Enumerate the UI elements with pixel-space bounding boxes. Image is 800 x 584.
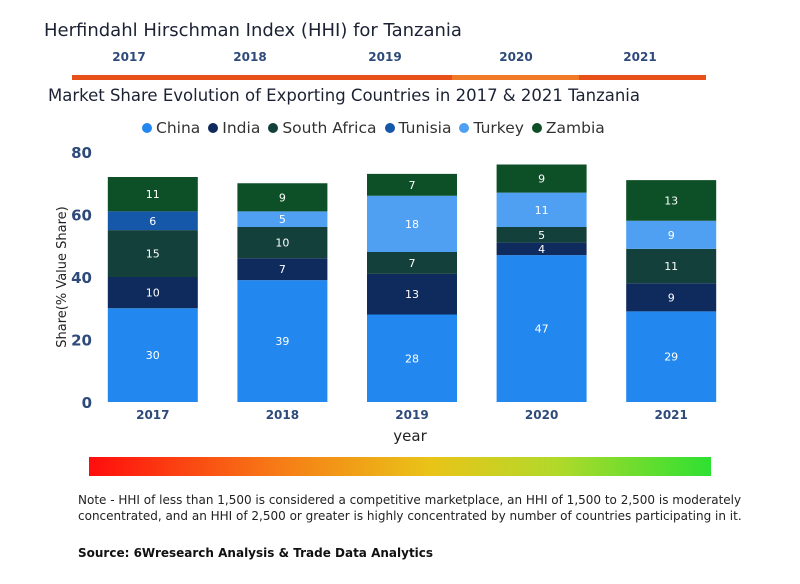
bar-segment xyxy=(367,252,457,274)
footer-note: Note - HHI of less than 1,500 is conside… xyxy=(78,493,742,523)
hhi-year-segment xyxy=(325,75,453,80)
footer-source: Source: 6Wresearch Analysis & Trade Data… xyxy=(78,546,434,560)
bar-segment xyxy=(367,314,457,402)
bar-segment xyxy=(237,183,328,212)
data-label: 30 xyxy=(146,349,160,362)
legend-swatch xyxy=(384,123,395,133)
hhi-year-label: 2017 xyxy=(112,50,146,64)
hhi-gradient-scale xyxy=(89,457,711,476)
hhi-year-label: 2018 xyxy=(233,50,267,64)
legend-swatch xyxy=(268,123,279,133)
bar-segment xyxy=(496,164,587,193)
x-tick-label: 2021 xyxy=(654,408,687,422)
hhi-year-label: 2021 xyxy=(623,50,657,64)
x-tick-label: 2018 xyxy=(266,408,299,422)
legend-item: Tunisia xyxy=(384,119,452,137)
bar-segment xyxy=(107,277,198,309)
data-label: 11 xyxy=(535,204,549,217)
hhi-year-label: 2020 xyxy=(499,50,533,64)
y-tick-label: 0 xyxy=(82,394,92,412)
hhi-title: Herfindahl Hirschman Index (HHI) for Tan… xyxy=(44,20,462,41)
legend-item: India xyxy=(208,119,260,137)
data-label: 10 xyxy=(275,237,289,250)
data-label: 13 xyxy=(664,194,678,207)
data-label: 10 xyxy=(146,287,160,300)
bar-segment xyxy=(496,255,587,402)
bar-segment xyxy=(237,280,328,402)
bar-segment xyxy=(367,173,457,196)
data-label: 11 xyxy=(664,260,678,273)
data-label: 9 xyxy=(279,191,286,204)
legend-label: China xyxy=(156,119,201,137)
data-label: 9 xyxy=(538,173,545,186)
data-label: 7 xyxy=(409,257,416,270)
data-label: 7 xyxy=(409,179,416,192)
chart-area: 0 20 40 60 80 Share(% Value Share) 30 10 15 6 11 20… xyxy=(55,144,717,445)
bar-segment xyxy=(107,177,198,212)
y-tick-label: 20 xyxy=(71,332,92,350)
data-label: 7 xyxy=(279,263,286,276)
bar-segment xyxy=(107,308,198,402)
bar-segment xyxy=(626,220,717,249)
hhi-year-bar xyxy=(72,75,706,80)
legend-swatch xyxy=(142,123,152,133)
data-label: 9 xyxy=(668,291,675,304)
bar-segment xyxy=(237,258,328,281)
y-tick-label: 80 xyxy=(71,144,92,162)
bar-segment xyxy=(626,180,717,221)
hhi-year-segment xyxy=(579,75,706,80)
legend-item: Zambia xyxy=(531,119,605,137)
legend-swatch xyxy=(208,123,219,133)
bar-segment xyxy=(626,311,717,402)
legend-item: Turkey xyxy=(459,119,524,137)
legend-label: Zambia xyxy=(545,119,605,137)
bar-segment xyxy=(367,273,457,315)
x-tick-label: 2017 xyxy=(136,408,169,422)
legend-swatch xyxy=(459,123,470,133)
legend-swatch xyxy=(531,123,542,133)
legend-item: South Africa xyxy=(268,119,377,137)
data-label: 11 xyxy=(146,188,160,201)
legend-label: Tunisia xyxy=(398,119,452,137)
hhi-year-segment xyxy=(452,75,580,80)
bar-segment xyxy=(496,192,587,227)
legend-label: India xyxy=(222,119,261,137)
bar-segment xyxy=(626,283,717,312)
bar-segment xyxy=(496,242,587,256)
data-label: 5 xyxy=(538,229,545,242)
bar-segment xyxy=(367,195,457,252)
hhi-year-segment xyxy=(198,75,326,80)
y-tick-label: 40 xyxy=(71,269,92,287)
data-label: 28 xyxy=(405,352,419,365)
data-label: 39 xyxy=(275,335,289,348)
hhi-year-row: 2017 2018 2019 2020 2021 xyxy=(72,50,706,66)
x-tick-label: 2019 xyxy=(395,408,428,422)
data-label: 29 xyxy=(664,351,678,364)
data-label: 15 xyxy=(146,248,160,261)
bar-segment xyxy=(237,211,328,227)
legend-item: China xyxy=(142,119,200,137)
data-label: 9 xyxy=(668,229,675,242)
data-label: 5 xyxy=(279,213,286,226)
bar-segment xyxy=(496,227,587,243)
bar-segment xyxy=(107,211,198,231)
data-label: 13 xyxy=(405,288,419,301)
x-tick-label: 2020 xyxy=(525,408,558,422)
y-tick-label: 60 xyxy=(71,207,92,225)
hhi-year-label: 2019 xyxy=(368,50,402,64)
hhi-year-segment xyxy=(72,75,199,80)
data-label: 47 xyxy=(535,323,549,336)
x-axis-label: year xyxy=(393,427,427,445)
data-label: 4 xyxy=(538,243,545,256)
bar-segment xyxy=(107,230,198,277)
data-label: 18 xyxy=(405,218,419,231)
data-label: 6 xyxy=(149,215,156,228)
legend-label: Turkey xyxy=(473,119,524,137)
chart-title: Market Share Evolution of Exporting Coun… xyxy=(48,86,640,105)
y-axis-label: Share(% Value Share) xyxy=(55,206,70,348)
bar-segment xyxy=(626,248,717,284)
bar-segment xyxy=(237,227,328,259)
chart-legend: China India South Africa Tunisia Turkey Zambi… xyxy=(142,118,613,138)
legend-label: South Africa xyxy=(282,119,377,137)
